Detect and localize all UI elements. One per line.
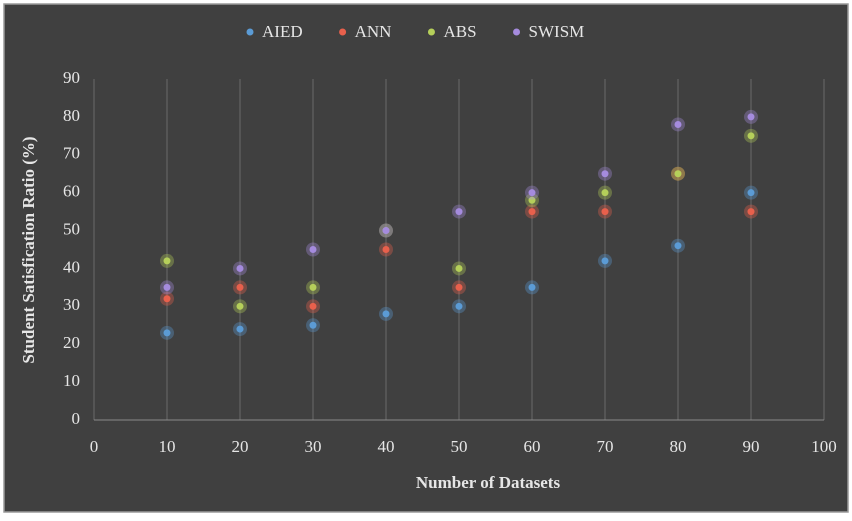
x-axis-title: Number of Datasets [416, 473, 561, 492]
y-axis-title: Student Satisfication Ratio (%) [19, 136, 38, 363]
y-tick-label: 0 [72, 409, 81, 428]
point [382, 310, 390, 318]
x-tick-label: 100 [811, 437, 837, 456]
legend-label: ANN [355, 22, 392, 41]
point [236, 325, 244, 333]
y-tick-label: 90 [63, 68, 80, 87]
y-tick-label: 50 [63, 219, 80, 238]
y-tick-label: 10 [63, 371, 80, 390]
y-tick-label: 60 [63, 182, 80, 201]
y-tick-label: 80 [63, 106, 80, 125]
point [747, 132, 755, 140]
point [674, 242, 682, 250]
point [601, 257, 609, 265]
y-tick-label: 70 [63, 144, 80, 163]
y-tick-label: 30 [63, 295, 80, 314]
point [455, 302, 463, 310]
legend-marker [246, 28, 254, 36]
point [163, 295, 171, 303]
chart-background [3, 3, 849, 513]
point [163, 257, 171, 265]
point [528, 196, 536, 204]
point [674, 120, 682, 128]
legend-marker [427, 28, 435, 36]
legend-label: SWISM [529, 22, 585, 41]
point [236, 283, 244, 291]
legend-label: AIED [262, 22, 303, 41]
point [382, 227, 390, 235]
point [236, 264, 244, 272]
point [309, 302, 317, 310]
legend: AIED ANN ABS SWISM [246, 22, 585, 41]
point [309, 321, 317, 329]
x-tick-label: 0 [90, 437, 99, 456]
x-tick-label: 30 [305, 437, 322, 456]
point [309, 283, 317, 291]
point [601, 208, 609, 216]
point [236, 302, 244, 310]
x-tick-label: 70 [597, 437, 614, 456]
point [747, 113, 755, 121]
y-tick-label: 20 [63, 333, 80, 352]
point [747, 208, 755, 216]
point [528, 283, 536, 291]
point [309, 246, 317, 253]
point [601, 189, 609, 197]
point [601, 170, 609, 178]
x-tick-label: 60 [524, 437, 541, 456]
point [674, 170, 682, 178]
point [382, 246, 390, 253]
x-tick-label: 50 [451, 437, 468, 456]
point [455, 283, 463, 291]
x-tick-label: 10 [159, 437, 176, 456]
point [528, 189, 536, 197]
x-tick-label: 20 [232, 437, 249, 456]
point [455, 264, 463, 272]
point [747, 189, 755, 197]
point [163, 283, 171, 291]
point [455, 208, 463, 216]
y-tick-label: 40 [63, 257, 80, 276]
point [528, 208, 536, 216]
legend-marker [513, 28, 521, 36]
x-tick-label: 40 [378, 437, 395, 456]
legend-marker [339, 28, 347, 36]
x-tick-label: 90 [743, 437, 760, 456]
point [163, 329, 171, 337]
x-tick-label: 80 [670, 437, 687, 456]
legend-label: ABS [443, 22, 476, 41]
